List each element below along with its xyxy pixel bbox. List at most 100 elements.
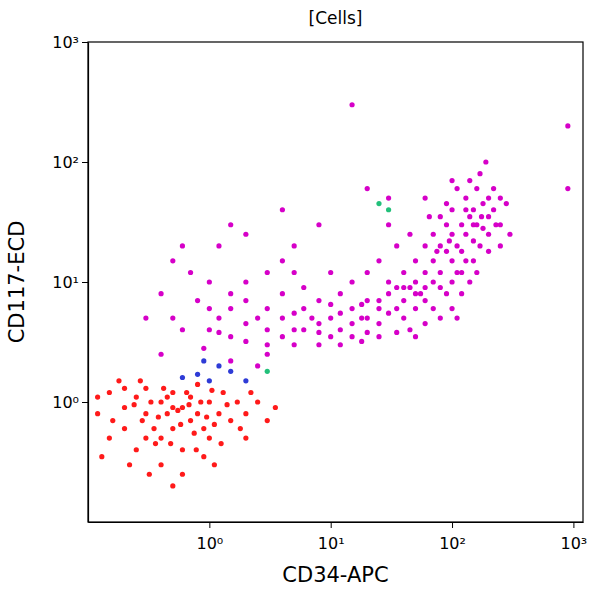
point bbox=[228, 291, 233, 296]
point bbox=[209, 388, 214, 393]
point bbox=[186, 402, 191, 407]
point bbox=[280, 316, 285, 321]
point bbox=[376, 298, 381, 303]
point bbox=[438, 316, 443, 321]
point bbox=[493, 222, 498, 227]
point bbox=[338, 327, 343, 332]
point bbox=[95, 394, 100, 399]
point bbox=[431, 279, 436, 284]
tick-label: 10² bbox=[439, 534, 466, 553]
point bbox=[376, 321, 381, 326]
tick-mark bbox=[331, 522, 332, 528]
point bbox=[365, 330, 370, 335]
point bbox=[376, 306, 381, 311]
point bbox=[238, 426, 243, 431]
point bbox=[201, 426, 206, 431]
point bbox=[95, 411, 100, 416]
point bbox=[413, 291, 418, 296]
point bbox=[265, 418, 270, 423]
point bbox=[386, 279, 391, 284]
point bbox=[444, 222, 449, 227]
point bbox=[122, 386, 127, 391]
point bbox=[479, 214, 484, 219]
point bbox=[301, 327, 306, 332]
tick: 10⁰ bbox=[52, 393, 88, 412]
point bbox=[449, 232, 454, 237]
point bbox=[216, 363, 221, 368]
point bbox=[467, 279, 472, 284]
point bbox=[180, 243, 185, 248]
tick-label: 10³ bbox=[52, 33, 79, 52]
point bbox=[444, 249, 449, 254]
point bbox=[407, 285, 412, 290]
point bbox=[195, 411, 200, 416]
point bbox=[158, 352, 163, 357]
point bbox=[438, 285, 443, 290]
point bbox=[212, 422, 217, 427]
point bbox=[349, 334, 354, 339]
point bbox=[243, 279, 248, 284]
point bbox=[122, 426, 127, 431]
tick: 10¹ bbox=[52, 273, 88, 292]
point bbox=[407, 327, 412, 332]
point bbox=[477, 171, 482, 176]
point bbox=[178, 422, 183, 427]
point bbox=[486, 196, 491, 201]
point bbox=[192, 431, 197, 436]
point bbox=[316, 222, 321, 227]
point bbox=[255, 363, 260, 368]
point bbox=[255, 316, 260, 321]
point bbox=[156, 414, 161, 419]
point bbox=[401, 270, 406, 275]
point bbox=[158, 291, 163, 296]
point bbox=[280, 291, 285, 296]
point bbox=[486, 232, 491, 237]
point bbox=[188, 394, 193, 399]
point bbox=[207, 436, 212, 441]
point bbox=[423, 285, 428, 290]
point bbox=[301, 285, 306, 290]
point bbox=[423, 298, 428, 303]
point bbox=[195, 298, 200, 303]
point bbox=[292, 243, 297, 248]
point bbox=[471, 222, 476, 227]
point bbox=[265, 270, 270, 275]
point bbox=[454, 186, 459, 191]
point bbox=[195, 382, 200, 387]
point bbox=[140, 418, 145, 423]
point bbox=[127, 462, 132, 467]
axis-line bbox=[88, 43, 89, 523]
point bbox=[134, 447, 139, 452]
point bbox=[180, 447, 185, 452]
y-axis: 10⁰ 10¹ 10² 10³ bbox=[52, 33, 88, 523]
point bbox=[376, 258, 381, 263]
tick-mark bbox=[209, 522, 210, 528]
point bbox=[228, 358, 233, 363]
point bbox=[349, 279, 354, 284]
point bbox=[201, 454, 206, 459]
point bbox=[168, 441, 173, 446]
point bbox=[198, 399, 203, 404]
point bbox=[349, 306, 354, 311]
tick-label: 10² bbox=[52, 153, 79, 172]
point bbox=[447, 238, 452, 243]
x-axis: 10⁰10¹10²10³ bbox=[89, 522, 588, 553]
point bbox=[243, 411, 248, 416]
point bbox=[565, 186, 570, 191]
point bbox=[207, 378, 212, 383]
tick-mark bbox=[82, 42, 88, 43]
point bbox=[204, 414, 209, 419]
point bbox=[498, 196, 503, 201]
point-series bbox=[143, 102, 570, 368]
point bbox=[423, 196, 428, 201]
point bbox=[170, 483, 175, 488]
point bbox=[188, 270, 193, 275]
point bbox=[309, 316, 314, 321]
point bbox=[216, 411, 221, 416]
point bbox=[148, 399, 153, 404]
tick: 10² bbox=[439, 522, 466, 553]
point bbox=[376, 201, 381, 206]
point bbox=[471, 238, 476, 243]
point bbox=[480, 201, 485, 206]
point bbox=[143, 386, 148, 391]
